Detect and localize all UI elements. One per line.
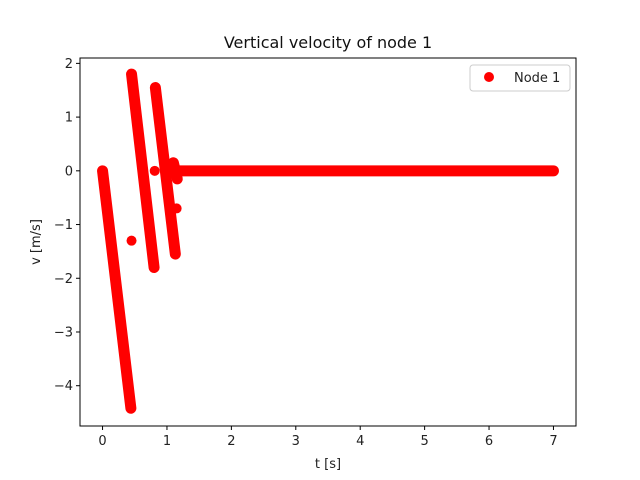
y-tick-label: −1 [54,218,73,233]
x-tick-label: 1 [163,434,171,449]
y-axis: −4 −3 −2 −1 0 1 2 [54,57,80,394]
x-tick-label: 4 [356,434,364,449]
y-tick-label: −4 [54,379,73,394]
plot-area [97,68,559,414]
legend-marker [484,72,494,82]
x-axis-label: t [s] [315,457,341,472]
y-tick-label: 0 [65,164,73,179]
y-tick-label: 1 [65,111,73,126]
x-tick-label: 2 [227,434,235,449]
legend-box [469,64,571,92]
data-point [126,235,137,246]
data-point-band [126,68,160,274]
y-tick-label: −3 [54,325,73,340]
data-point-band [97,165,137,414]
x-tick-label: 5 [420,434,428,449]
y-tick-label: −2 [54,272,73,287]
data-point [171,203,182,214]
axes-frame [79,57,577,427]
legend: Node 1 [469,64,571,92]
x-tick-label: 0 [98,434,106,449]
x-tick-label: 7 [549,434,557,449]
chart-title: Vertical velocity of node 1 [224,33,432,52]
data-point-band [149,82,181,260]
legend-label: Node 1 [514,71,560,86]
data-point [149,165,160,176]
x-axis: 0 1 2 3 4 5 6 7 [98,426,558,449]
x-tick-label: 3 [292,434,300,449]
y-tick-label: 2 [65,57,73,72]
x-tick-label: 6 [485,434,493,449]
y-axis-label: v [m/s] [29,219,44,265]
